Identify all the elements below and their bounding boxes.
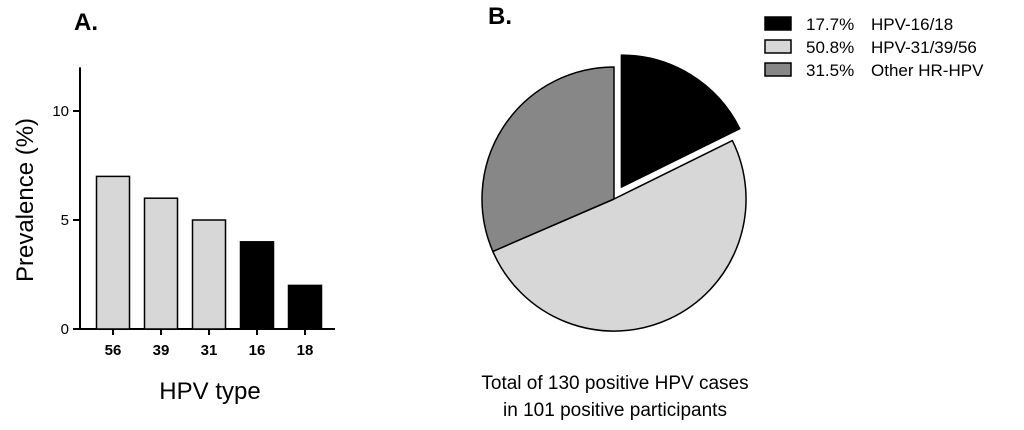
legend-swatch (764, 16, 792, 31)
bar-31 (191, 219, 227, 330)
x-tick-label-39: 39 (153, 342, 170, 359)
legend-swatch (764, 62, 792, 77)
legend-swatch (764, 39, 792, 54)
y-tick-label: 10 (52, 103, 69, 120)
bar-18 (287, 284, 323, 330)
x-tick-label-56: 56 (105, 342, 122, 359)
y-tick-label: 5 (61, 212, 69, 229)
pie-slice-other-hr-hpv (481, 66, 615, 253)
pie-legend: 17.7% HPV-16/18 50.8% HPV-31/39/56 31.5% Othe… (764, 15, 984, 80)
panel-b-label: B. (488, 3, 512, 30)
legend-name: HPV-31/39/56 (871, 38, 977, 57)
x-tick-label-18: 18 (297, 342, 314, 359)
bar-39 (143, 197, 179, 330)
caption-line-1: Total of 130 positive HPV cases (481, 373, 748, 394)
pie-slice-hpv-16-18 (620, 54, 741, 188)
caption-line-2: in 101 positive participants (503, 400, 727, 421)
bar-56 (95, 175, 131, 330)
y-axis-title: Prevalence (%) (12, 118, 39, 282)
x-tick-label-31: 31 (201, 342, 218, 359)
pie-slice-hpv-31-39-56 (492, 139, 747, 332)
legend-pct: 17.7% (806, 15, 854, 34)
x-tick-label-16: 16 (249, 342, 266, 359)
legend-name: HPV-16/18 (871, 15, 953, 34)
legend-pct: 31.5% (806, 61, 854, 80)
x-axis-title: HPV type (159, 378, 260, 405)
panel-a-label: A. (74, 9, 98, 36)
y-tick-label: 0 (61, 321, 69, 338)
bar-chart: 0 5 10 56 39 31 16 18 (52, 67, 335, 359)
legend-pct: 50.8% (806, 38, 854, 57)
bar-16 (239, 241, 275, 330)
legend-name: Other HR-HPV (871, 61, 984, 80)
pie-chart (481, 54, 747, 332)
